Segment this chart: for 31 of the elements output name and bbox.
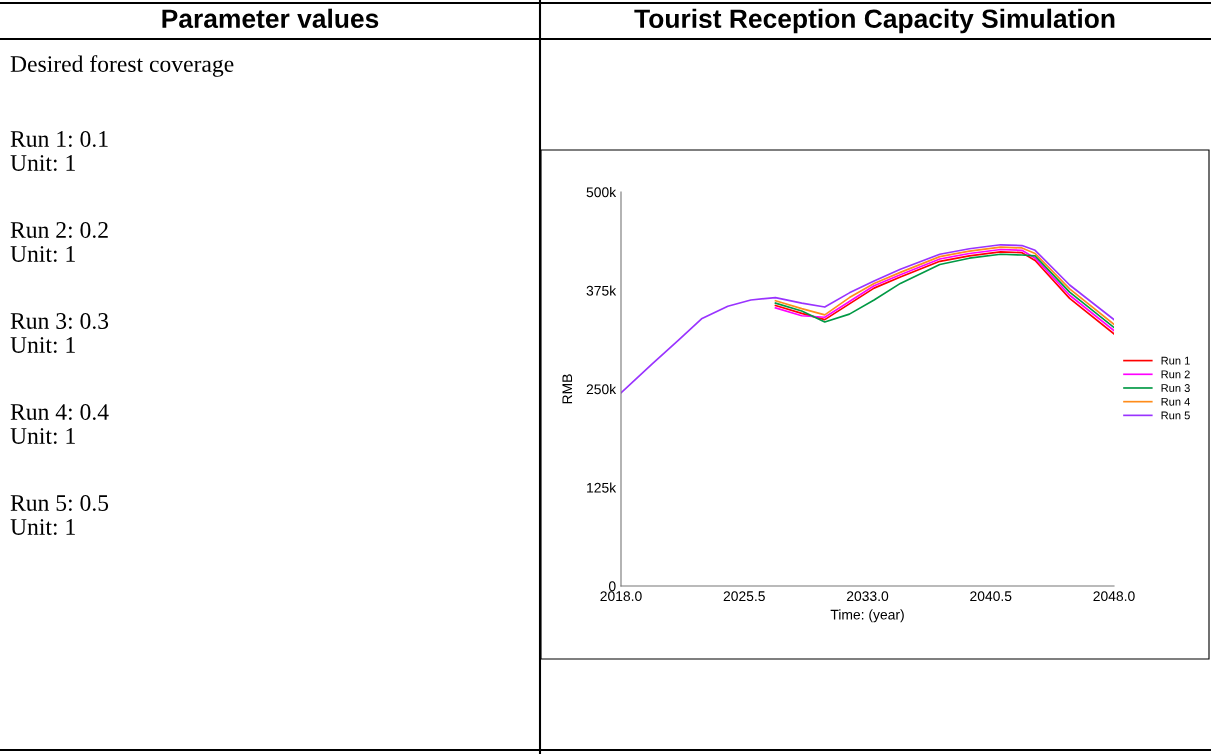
x-tick-label: 2048.0 xyxy=(1093,591,1135,602)
text: Run 5: 0.5 xyxy=(10,494,109,512)
y-tick-label: 250k xyxy=(586,383,617,395)
y-tick-label: 375k xyxy=(586,285,617,296)
text: Parameter values xyxy=(162,8,379,29)
legend-label: Run 2 xyxy=(1161,370,1190,379)
y-axis-title: RMB xyxy=(562,374,573,404)
text: Unit: 1 xyxy=(10,428,75,445)
legend-label: Run 1 xyxy=(1161,356,1190,365)
y-tick-label: 0 xyxy=(608,581,616,592)
text: Unit: 1 xyxy=(10,155,75,172)
legend-label: Run 4 xyxy=(1161,397,1190,406)
text: Run 1: 0.1 xyxy=(10,130,108,148)
legend-label: Run 5 xyxy=(1161,411,1190,420)
text: Run 2: 0.2 xyxy=(10,221,108,239)
text: Desired forest coverage xyxy=(10,55,234,77)
y-tick-label: 500k xyxy=(586,186,617,198)
chart-title: Tourist Reception Capacity Simulation xyxy=(634,8,1115,34)
legend-label: Run 3 xyxy=(1161,384,1190,392)
x-tick-label: 2033.0 xyxy=(846,591,889,602)
text: Unit: 1 xyxy=(10,246,75,263)
text: Unit: 1 xyxy=(10,337,75,354)
text: Run 4: 0.4 xyxy=(10,403,109,421)
line-series xyxy=(621,243,1114,394)
x-tick-label: 2025.5 xyxy=(723,591,765,602)
x-axis-title: Time: (year) xyxy=(830,609,904,623)
text: Run 3: 0.3 xyxy=(10,312,109,330)
x-tick-label: 2018.0 xyxy=(600,591,642,602)
text: Unit: 1 xyxy=(10,519,75,536)
y-tick-label: 125k xyxy=(587,482,617,493)
x-tick-label: 2040.5 xyxy=(970,591,1012,602)
